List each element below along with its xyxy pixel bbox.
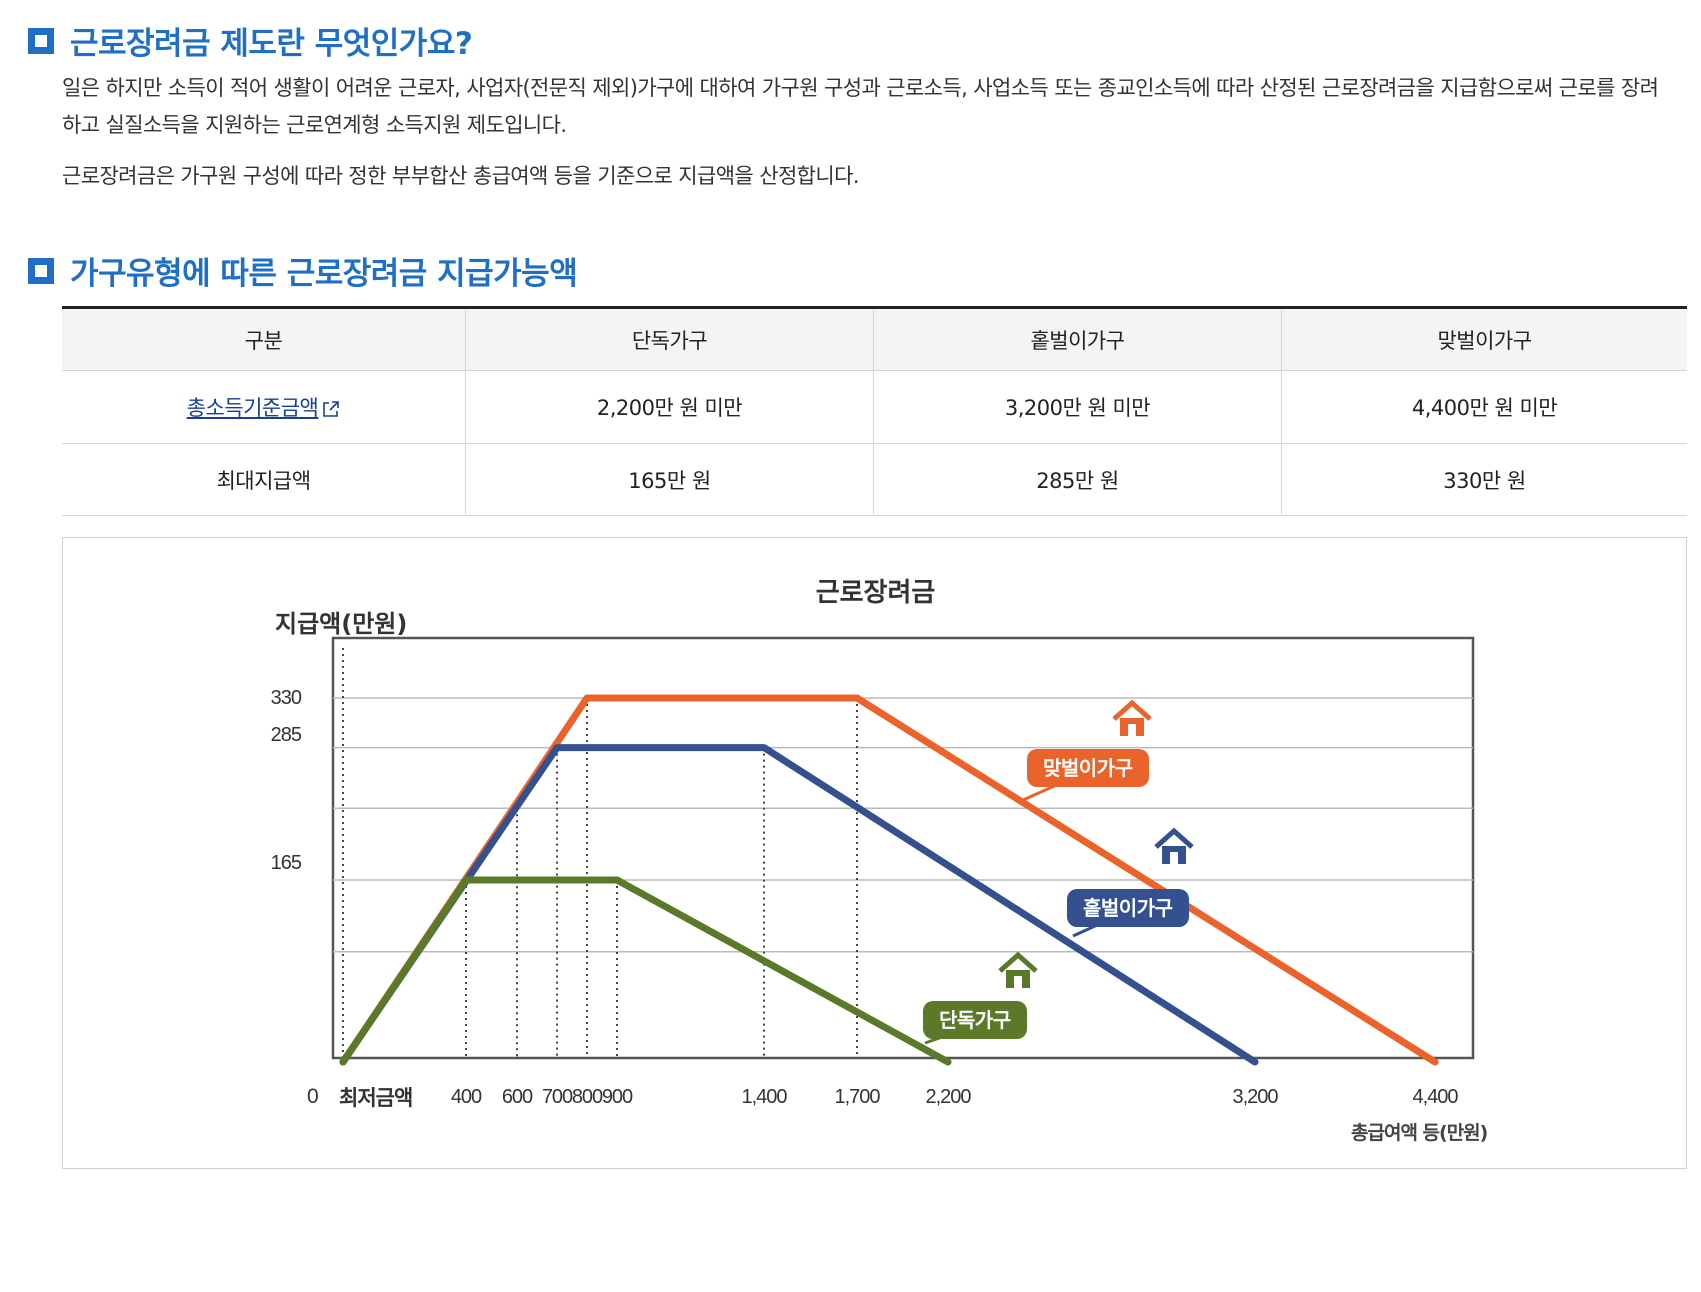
- legend-tag-one-earner: 홑벌이가구: [1067, 889, 1189, 927]
- income-threshold-link[interactable]: 총소득기준금액: [186, 396, 319, 420]
- house-icon: [998, 952, 1038, 988]
- y-axis-title: 지급액(만원): [275, 610, 408, 638]
- y-tick-label: 165: [270, 852, 302, 874]
- table-cell: 165만 원: [465, 443, 874, 516]
- table-cell: 3,200만 원 미만: [873, 370, 1282, 444]
- section-title-text: 가구유형에 따른 근로장려금 지급가능액: [70, 256, 578, 292]
- row-label-cell: 총소득기준금액: [62, 370, 466, 444]
- header-one-earner: 홑벌이가구: [873, 307, 1282, 371]
- section-title-amounts: 가구유형에 따른 근로장려금 지급가능액: [28, 248, 578, 293]
- house-icon: [1112, 700, 1152, 736]
- chart-title: 근로장려금: [815, 578, 936, 608]
- series-line-3: [339, 876, 952, 1066]
- table-cell: 4,400만 원 미만: [1281, 370, 1687, 444]
- square-bullet-icon: [28, 257, 54, 284]
- section-title-text: 근로장려금 제도란 무엇인가요?: [70, 26, 473, 62]
- house-icon: [1154, 828, 1194, 864]
- x-tick-label: 1,400: [741, 1086, 787, 1108]
- x-tick-label: 3,200: [1232, 1086, 1278, 1108]
- amount-table: 구분 단독가구 홑벌이가구 맞벌이가구 총소득기준금액 2,200만 원 미만 …: [62, 306, 1687, 516]
- y-tick-label: 330: [270, 687, 302, 709]
- legend-tag-single: 단독가구: [923, 1001, 1027, 1039]
- table-header-row: 구분 단독가구 홑벌이가구 맞벌이가구: [62, 307, 1687, 371]
- row-label-cell: 최대지급액: [62, 443, 466, 516]
- x-tick-label: 700: [541, 1086, 573, 1108]
- table-row: 최대지급액 165만 원 285만 원 330만 원: [62, 443, 1687, 516]
- external-link-icon[interactable]: [322, 400, 340, 418]
- criteria-paragraph: 근로장려금은 가구원 구성에 따라 정한 부부합산 총급여액 등을 기준으로 지…: [62, 164, 860, 188]
- section-title-overview: 근로장려금 제도란 무엇인가요?: [28, 18, 473, 63]
- header-single: 단독가구: [465, 307, 874, 371]
- x-tick-label: 400: [450, 1086, 482, 1108]
- min-amount-label: 최저금액: [339, 1086, 413, 1110]
- x-axis-title: 총급여액 등(만원): [1351, 1122, 1488, 1144]
- x-tick-label: 2,200: [925, 1086, 971, 1108]
- table-cell: 330만 원: [1281, 443, 1687, 516]
- header-dual-earner: 맞벌이가구: [1281, 307, 1687, 371]
- x-tick-label: 900: [601, 1086, 633, 1108]
- table-cell: 2,200만 원 미만: [465, 370, 874, 444]
- chart-container: 근로장려금 지급액(만원) 총급여액 등(만원) 0 최저금액 맞벌이가구 홑벌…: [62, 537, 1687, 1169]
- header-category: 구분: [62, 307, 466, 371]
- table-row: 총소득기준금액 2,200만 원 미만 3,200만 원 미만 4,400만 원…: [62, 370, 1687, 444]
- x-tick-label: 1,700: [834, 1086, 880, 1108]
- y-tick-label: 285: [270, 724, 302, 746]
- x-tick-label: 4,400: [1412, 1086, 1458, 1108]
- table-cell: 285만 원: [873, 443, 1282, 516]
- square-bullet-icon: [28, 27, 54, 54]
- zero-label: 0: [307, 1085, 319, 1108]
- x-tick-label: 600: [501, 1086, 533, 1108]
- x-tick-label: 800: [571, 1086, 603, 1108]
- legend-tag-dual-earner: 맞벌이가구: [1027, 749, 1149, 787]
- overview-paragraph: 일은 하지만 소득이 적어 생활이 어려운 근로자, 사업자(전문직 제외)가구…: [62, 76, 1659, 137]
- plot-frame: [331, 636, 1475, 1060]
